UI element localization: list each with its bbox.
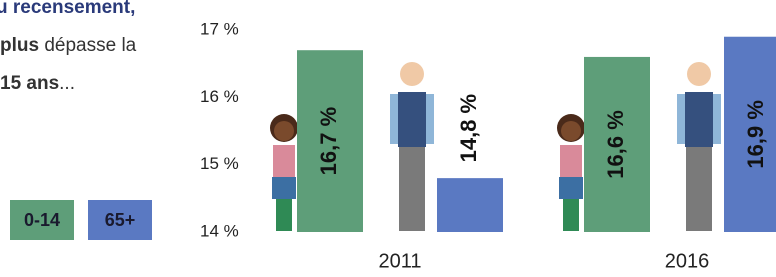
value-label: 16,9 %	[743, 100, 768, 169]
body	[398, 92, 426, 147]
legend-label: 65+	[105, 210, 136, 230]
intro-rest: ...	[59, 73, 75, 94]
arm	[677, 94, 685, 144]
senior-figure	[390, 62, 434, 231]
value-label: 14,8 %	[456, 94, 481, 163]
x-tick-label: 2016	[665, 250, 710, 272]
head	[400, 62, 424, 86]
intro-bold: plus	[0, 35, 39, 56]
face	[561, 121, 581, 141]
head	[687, 62, 711, 86]
child-figure	[557, 114, 585, 231]
value-label: 16,7 %	[316, 107, 341, 176]
face	[274, 121, 294, 141]
intro-text: 15 ans...	[0, 73, 75, 94]
body	[560, 145, 582, 177]
intro-text: plus dépasse la	[0, 35, 137, 56]
legs	[563, 199, 579, 231]
body	[685, 92, 713, 147]
y-tick-label: 15 %	[200, 154, 239, 173]
skirt	[559, 177, 583, 199]
legs	[399, 147, 425, 231]
chart: u recensement, plus dépasse la 15 ans...…	[0, 0, 776, 277]
y-tick-label: 17 %	[200, 19, 239, 38]
value-label: 16,6 %	[603, 110, 628, 179]
x-tick-label: 2011	[378, 250, 421, 272]
intro-bold: 15 ans	[0, 73, 59, 94]
intro-text: u recensement,	[0, 0, 135, 18]
legs	[276, 199, 292, 231]
legs	[686, 147, 712, 231]
bar	[437, 178, 503, 232]
legend-label: 0-14	[24, 210, 60, 230]
arm	[390, 94, 398, 144]
y-tick-label: 14 %	[200, 221, 239, 240]
arm	[713, 94, 721, 144]
child-figure	[270, 114, 298, 231]
y-tick-label: 16 %	[200, 87, 239, 106]
senior-figure	[677, 62, 721, 231]
body	[273, 145, 295, 177]
arm	[426, 94, 434, 144]
skirt	[272, 177, 296, 199]
intro-rest: dépasse la	[44, 35, 136, 56]
